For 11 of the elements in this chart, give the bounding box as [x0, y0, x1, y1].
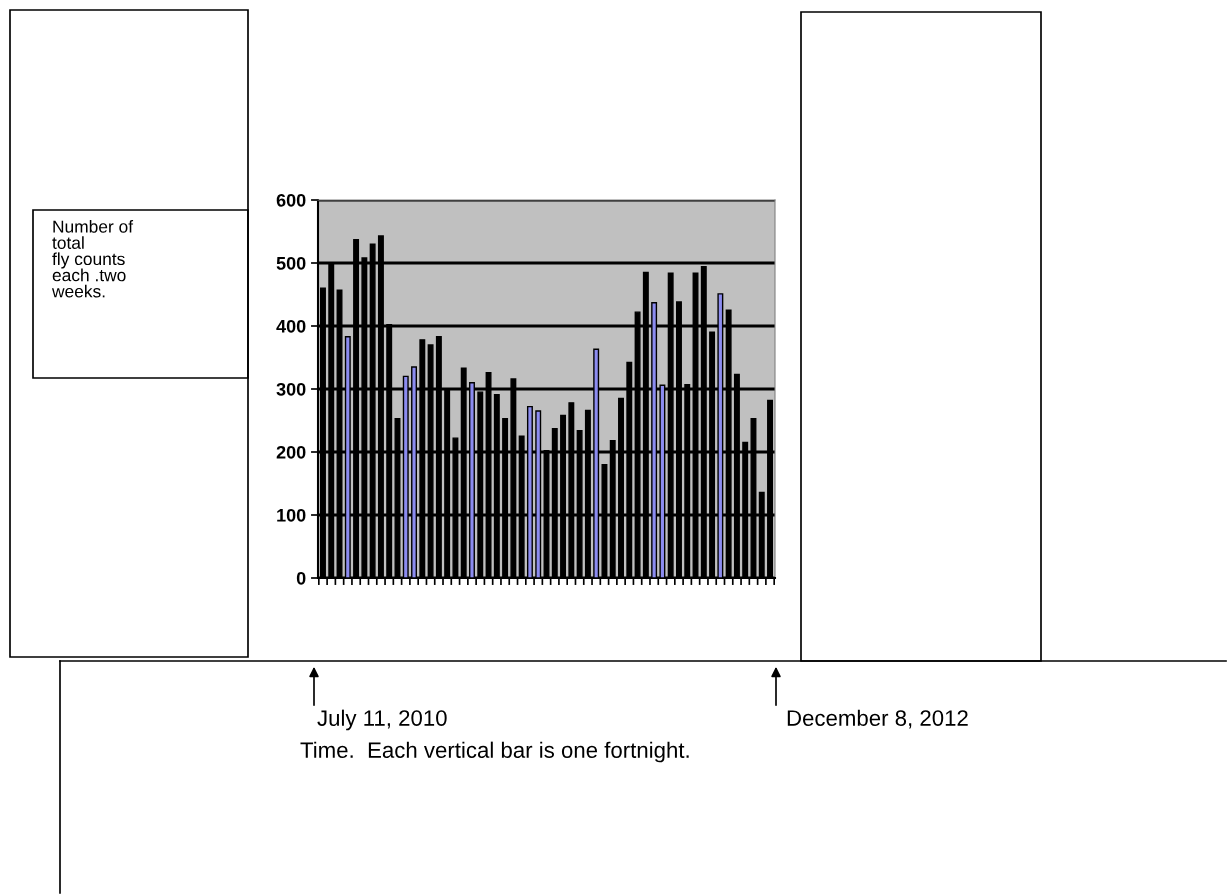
y-tick-label: 500	[276, 256, 306, 270]
text: December 8, 2012	[787, 709, 968, 729]
y-tick-label: 300	[276, 382, 306, 396]
text: July 11, 2010	[317, 709, 447, 731]
y-tick-label: 400	[276, 319, 306, 333]
y-tick-label: 100	[277, 508, 306, 522]
y-tick-label: 0	[296, 571, 306, 585]
text: Number of total fly counts each .two weeks.	[51, 220, 134, 298]
y-tick-label: 600	[276, 193, 306, 207]
y-tick-label: 200	[276, 445, 306, 459]
text: Time. Each vertical bar is one fortnight.	[300, 741, 689, 763]
